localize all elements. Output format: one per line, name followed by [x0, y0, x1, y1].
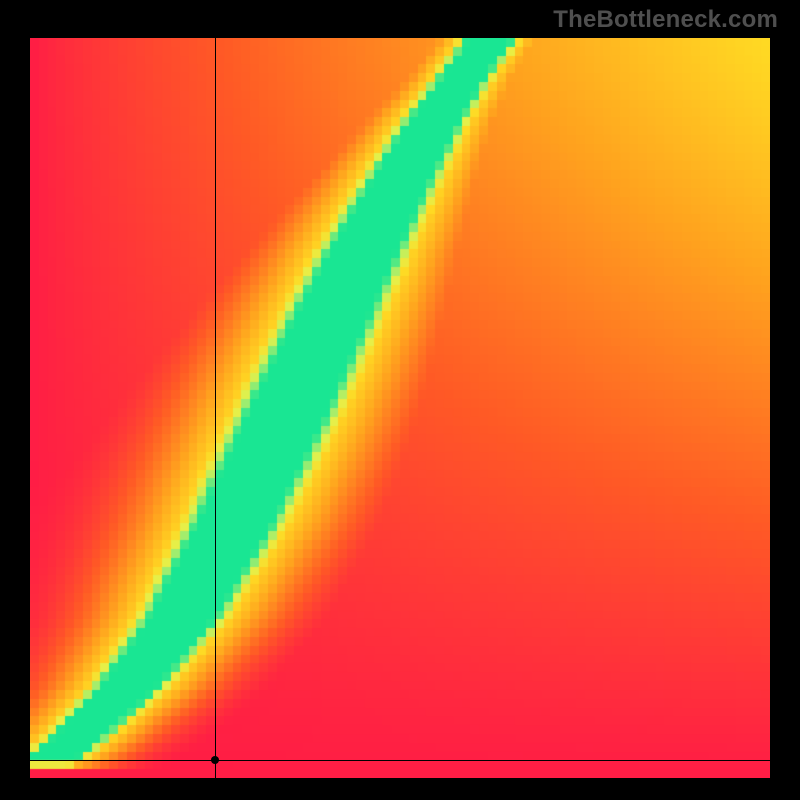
crosshair-horizontal [30, 760, 770, 761]
chart-container: TheBottleneck.com [0, 0, 800, 800]
crosshair-vertical [215, 38, 216, 778]
watermark-text: TheBottleneck.com [553, 6, 778, 34]
bottleneck-heatmap [30, 38, 770, 778]
